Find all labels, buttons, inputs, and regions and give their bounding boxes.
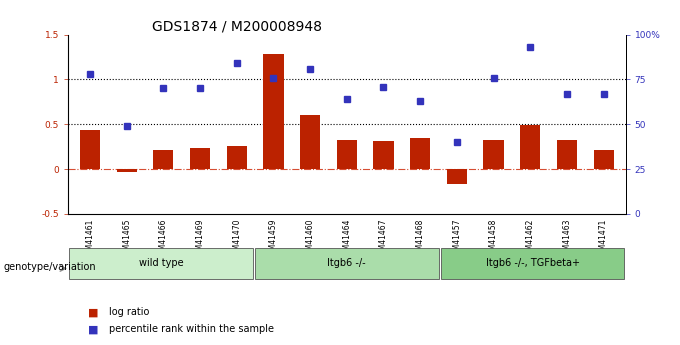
Bar	[557, 140, 577, 169]
Text: Itgb6 -/-, TGFbeta+: Itgb6 -/-, TGFbeta+	[486, 258, 579, 268]
Text: ■: ■	[88, 325, 99, 334]
Text: wild type: wild type	[139, 258, 183, 268]
Bar	[153, 150, 173, 169]
Bar	[483, 140, 504, 169]
Bar	[69, 248, 253, 279]
Bar	[116, 169, 137, 172]
Bar	[263, 54, 284, 169]
Bar	[520, 125, 541, 169]
Bar	[337, 140, 357, 169]
Bar	[447, 169, 467, 184]
Text: Itgb6 -/-: Itgb6 -/-	[328, 258, 366, 268]
Bar	[226, 146, 247, 169]
Text: genotype/variation: genotype/variation	[3, 263, 96, 272]
Bar	[594, 150, 613, 169]
Text: GDS1874 / M200008948: GDS1874 / M200008948	[152, 19, 322, 33]
Bar	[300, 115, 320, 169]
Bar	[410, 138, 430, 169]
Bar	[255, 248, 439, 279]
Text: ■: ■	[88, 307, 99, 317]
Bar	[80, 130, 100, 169]
Bar	[190, 148, 210, 169]
Bar	[441, 248, 624, 279]
Text: log ratio: log ratio	[109, 307, 149, 317]
Bar	[373, 141, 394, 169]
Text: percentile rank within the sample: percentile rank within the sample	[109, 325, 274, 334]
